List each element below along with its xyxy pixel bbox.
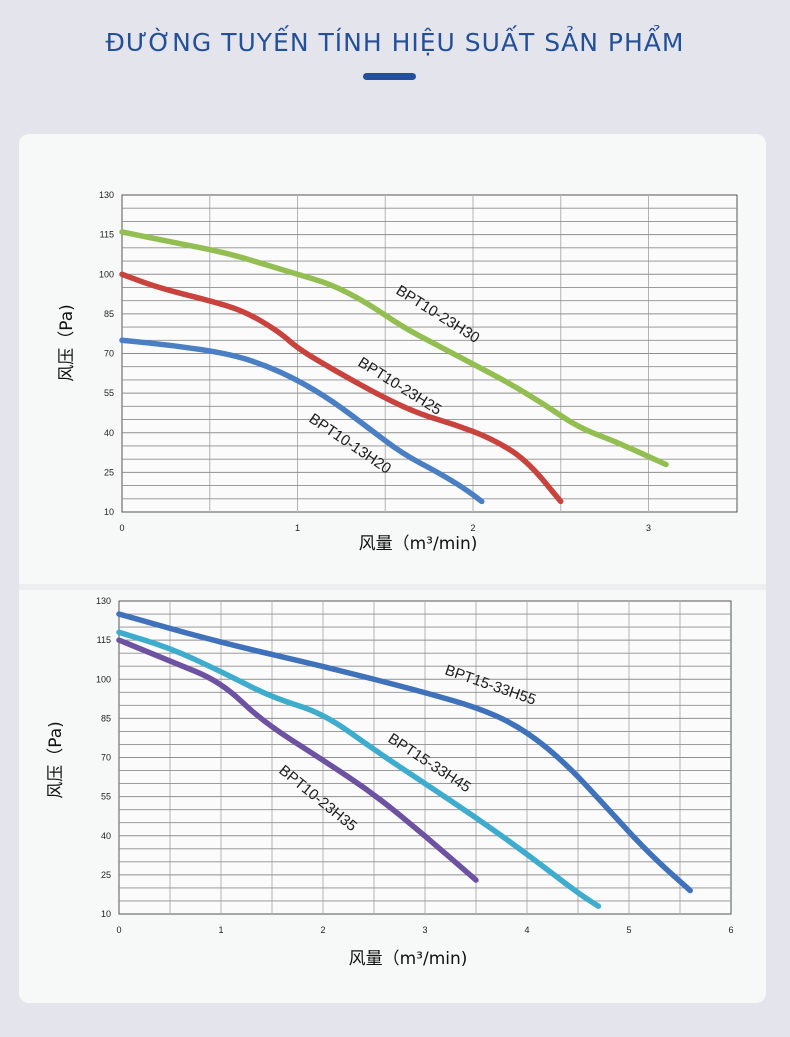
x-axis-title: 风量（m³/min) — [359, 534, 478, 554]
x-tick-label: 1 — [295, 523, 300, 533]
y-tick-label: 130 — [96, 596, 111, 606]
series-line-bpt15-33h45 — [116, 629, 602, 909]
series-line-bpt10-23h30 — [119, 229, 669, 468]
y-tick-label: 55 — [104, 388, 114, 398]
y-tick-label: 85 — [104, 309, 114, 319]
y-tick-label: 40 — [101, 831, 111, 841]
y-tick-label: 55 — [101, 792, 111, 802]
y-tick-label: 25 — [104, 467, 114, 477]
series-line-bpt10-23h35 — [116, 637, 479, 883]
x-tick-label: 1 — [218, 925, 223, 935]
x-tick-label: 3 — [646, 523, 651, 533]
x-tick-label: 0 — [119, 523, 124, 533]
grid — [119, 601, 731, 914]
title-underline — [363, 73, 416, 80]
card-divider — [19, 584, 766, 590]
y-tick-label: 115 — [100, 230, 114, 240]
series-line-bpt10-13h20 — [119, 337, 485, 505]
y-tick-label: 10 — [104, 507, 114, 517]
y-tick-label: 100 — [99, 269, 114, 279]
page-title: ĐƯỜNG TUYẾN TÍNH HIỆU SUẤT SẢN PHẨM — [105, 28, 685, 57]
y-axis-title: 风压（Pa) — [46, 721, 66, 799]
x-axis-title: 风量（m³/min) — [349, 949, 468, 969]
x-tick-label: 5 — [626, 925, 631, 935]
x-tick-label: 2 — [470, 523, 475, 533]
y-tick-label: 100 — [96, 674, 111, 684]
y-tick-label: 85 — [101, 713, 111, 723]
series-line-bpt15-33h55 — [116, 611, 693, 894]
x-tick-label: 3 — [422, 925, 427, 935]
y-axis-title: 风压（Pa) — [57, 304, 77, 382]
y-tick-label: 10 — [101, 909, 111, 919]
x-tick-label: 4 — [524, 925, 529, 935]
x-tick-label: 6 — [728, 925, 733, 935]
y-tick-label: 25 — [101, 870, 111, 880]
x-tick-label: 0 — [116, 925, 121, 935]
y-tick-label: 130 — [99, 190, 114, 200]
y-tick-label: 40 — [104, 428, 114, 438]
y-tick-label: 115 — [97, 635, 111, 645]
x-tick-label: 2 — [320, 925, 325, 935]
series-line-bpt10-23h25 — [119, 271, 564, 505]
y-tick-label: 70 — [101, 753, 111, 763]
y-tick-label: 70 — [104, 349, 114, 359]
